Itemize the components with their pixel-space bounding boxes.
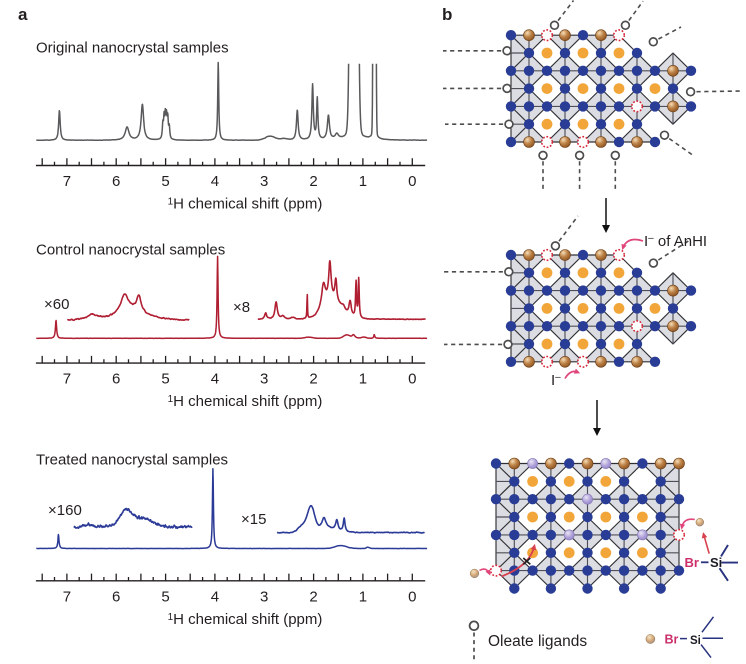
svg-text:a: a (18, 5, 28, 24)
svg-text:6: 6 (112, 371, 120, 388)
svg-text:2: 2 (309, 173, 317, 190)
svg-text:1H chemical shift (ppm): 1H chemical shift (ppm) (168, 611, 323, 628)
svg-text:5: 5 (161, 371, 169, 388)
svg-text:Br: Br (665, 633, 679, 647)
svg-text:3: 3 (260, 588, 268, 605)
svg-text:1H chemical shift (ppm): 1H chemical shift (ppm) (168, 196, 323, 213)
svg-text:7: 7 (63, 173, 71, 190)
svg-text:3: 3 (260, 371, 268, 388)
svg-text:5: 5 (161, 588, 169, 605)
svg-text:7: 7 (63, 588, 71, 605)
svg-text:4: 4 (211, 173, 219, 190)
svg-text:×15: ×15 (241, 511, 266, 528)
svg-text:Oleate ligands: Oleate ligands (488, 633, 587, 650)
svg-text:6: 6 (112, 173, 120, 190)
svg-text:Si: Si (690, 635, 701, 647)
svg-text:4: 4 (211, 371, 219, 388)
svg-text:3: 3 (260, 173, 268, 190)
svg-text:2: 2 (309, 588, 317, 605)
svg-text:6: 6 (112, 588, 120, 605)
svg-text:5: 5 (161, 173, 169, 190)
svg-text:0: 0 (408, 173, 416, 190)
svg-text:Si: Si (710, 555, 722, 570)
svg-text:Original nanocrystal samples: Original nanocrystal samples (36, 40, 229, 57)
svg-text:0: 0 (408, 371, 416, 388)
svg-text:I–: I– (551, 372, 561, 389)
svg-text:b: b (442, 5, 452, 24)
svg-text:Br: Br (685, 555, 699, 570)
svg-text:1: 1 (359, 588, 367, 605)
svg-text:2: 2 (309, 371, 317, 388)
svg-text:1: 1 (359, 371, 367, 388)
svg-text:1H chemical shift (ppm): 1H chemical shift (ppm) (168, 393, 323, 410)
svg-text:1: 1 (359, 173, 367, 190)
svg-text:0: 0 (408, 588, 416, 605)
svg-text:Treated nanocrystal samples: Treated nanocrystal samples (36, 452, 228, 469)
svg-text:I– of AnHI: I– of AnHI (644, 233, 707, 250)
svg-text:×8: ×8 (233, 299, 250, 316)
svg-text:4: 4 (211, 588, 219, 605)
svg-text:×60: ×60 (44, 296, 69, 313)
svg-text:×160: ×160 (48, 502, 82, 519)
svg-text:7: 7 (63, 371, 71, 388)
svg-text:Control nanocrystal samples: Control nanocrystal samples (36, 242, 225, 259)
